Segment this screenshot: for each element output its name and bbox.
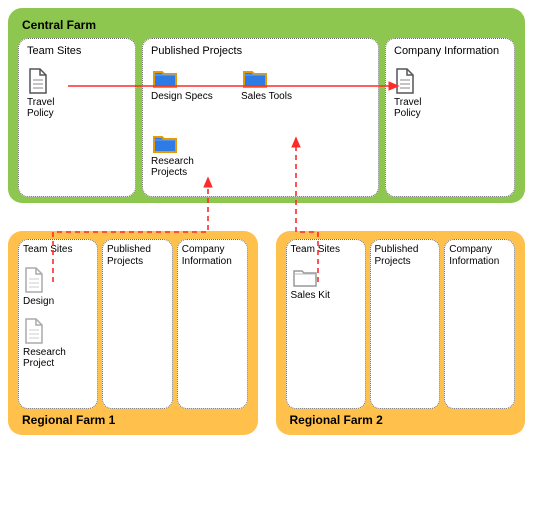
box-team-sites-r2: Team Sites Sales Kit <box>286 239 366 409</box>
box-published-projects-r1: Published Projects <box>102 239 173 409</box>
item-label: TravelPolicy <box>394 97 421 119</box>
item-research-projects: ResearchProjects <box>151 132 221 178</box>
diagram-container: Central Farm Team Sites TravelPolicy <box>8 8 525 435</box>
regional2-cols: Team Sites Sales Kit Published Projects … <box>286 239 516 409</box>
item-label: ResearchProject <box>23 347 66 369</box>
farm-title-r2: Regional Farm 2 <box>286 409 516 429</box>
document-icon <box>23 317 45 345</box>
folder-icon <box>291 266 319 288</box>
box-team-sites-central: Team Sites TravelPolicy <box>18 38 136 197</box>
item-label: TravelPolicy <box>27 97 54 119</box>
box-company-info-r1: Company Information <box>177 239 248 409</box>
box-title: Company Information <box>449 244 510 267</box>
regional1-cols: Team Sites Design <box>18 239 248 409</box>
item-label: ResearchProjects <box>151 156 194 178</box>
folder-icon <box>241 67 269 89</box>
box-title: Team Sites <box>27 45 127 57</box>
items: TravelPolicy <box>27 67 127 129</box>
document-icon <box>23 266 45 294</box>
central-cols: Team Sites TravelPolicy Published Projec… <box>18 38 515 197</box>
box-title: Published Projects <box>375 244 436 267</box>
items: TravelPolicy <box>394 67 506 129</box>
item-research-project: ResearchProject <box>23 317 93 369</box>
item-sales-tools: Sales Tools <box>241 67 311 102</box>
document-icon <box>27 67 49 95</box>
item-sales-kit: Sales Kit <box>291 266 361 301</box>
item-travel-policy-2: TravelPolicy <box>394 67 464 119</box>
box-company-info-r2: Company Information <box>444 239 515 409</box>
folder-icon <box>151 67 179 89</box>
items: Design Specs Sales Tools <box>151 67 370 188</box>
box-team-sites-r1: Team Sites Design <box>18 239 98 409</box>
regional-row: Team Sites Design <box>8 231 525 435</box>
item-label: Sales Tools <box>241 91 292 102</box>
item-design: Design <box>23 266 93 307</box>
box-title: Company Information <box>394 45 506 57</box>
box-title: Team Sites <box>23 244 93 256</box>
box-title: Company Information <box>182 244 243 267</box>
box-published-projects-r2: Published Projects <box>370 239 441 409</box>
box-title: Published Projects <box>107 244 168 267</box>
farm-central: Central Farm Team Sites TravelPolicy <box>8 8 525 203</box>
item-travel-policy: TravelPolicy <box>27 67 97 119</box>
box-company-info-central: Company Information TravelPolicy <box>385 38 515 197</box>
box-title: Team Sites <box>291 244 361 256</box>
farm-regional-2: Team Sites Sales Kit Published Projects … <box>276 231 526 435</box>
item-label: Sales Kit <box>291 290 330 301</box>
box-title: Published Projects <box>151 45 370 57</box>
item-label: Design <box>23 296 54 307</box>
box-published-projects-central: Published Projects Design Specs <box>142 38 379 197</box>
document-icon <box>394 67 416 95</box>
item-design-specs: Design Specs <box>151 67 221 102</box>
farm-title-central: Central Farm <box>18 16 515 38</box>
farm-title-r1: Regional Farm 1 <box>18 409 248 429</box>
item-label: Design Specs <box>151 91 213 102</box>
farm-regional-1: Team Sites Design <box>8 231 258 435</box>
folder-icon <box>151 132 179 154</box>
